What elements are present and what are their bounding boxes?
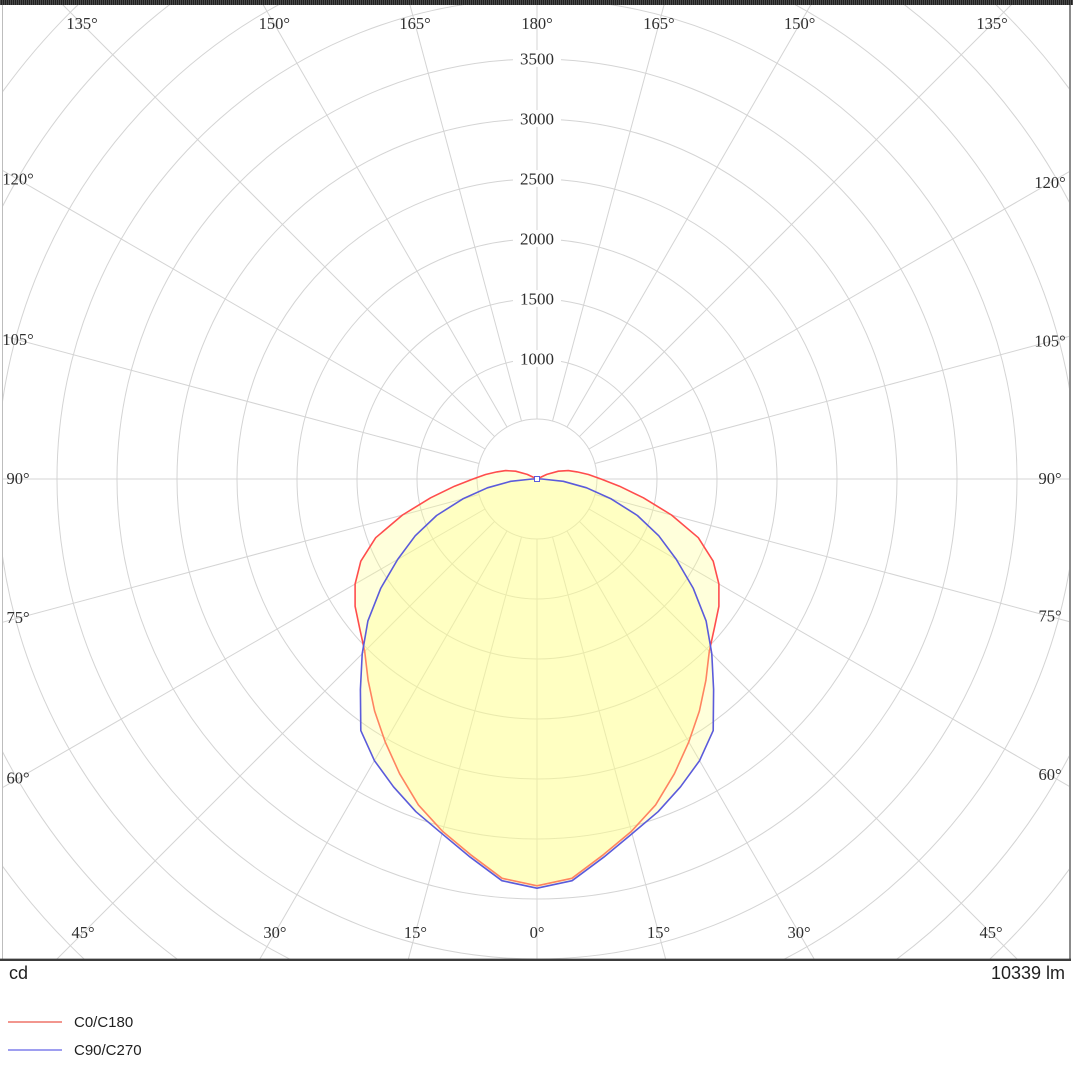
ring-label: 3000: [520, 110, 554, 129]
legend-label-c90-c270: C90/C270: [74, 1041, 142, 1059]
angle-label: 120°: [1034, 173, 1065, 192]
origin-marker: [534, 476, 540, 482]
ring-label: 2500: [520, 170, 554, 189]
angle-label: 0°: [530, 923, 545, 942]
curve-c0-c180: [354, 469, 720, 887]
angle-label: 45°: [979, 923, 1002, 942]
radial-unit-label: cd: [9, 963, 29, 983]
grid-spoke: [566, 530, 815, 959]
angle-label: 180°: [521, 14, 552, 33]
ring-label-bg: [513, 230, 561, 247]
ring-label: 3500: [520, 50, 554, 69]
grid-spoke: [579, 521, 1018, 959]
angle-label: 90°: [6, 469, 29, 488]
ring-label-bg: [513, 170, 561, 187]
angle-label: 60°: [1038, 765, 1061, 784]
angle-label: 30°: [788, 923, 811, 942]
ring-label-bg: [513, 110, 561, 127]
grid-spoke: [3, 494, 480, 623]
ring-label-bg: [513, 350, 561, 367]
grid-spoke: [259, 530, 508, 959]
angle-label: 120°: [2, 169, 33, 188]
grid-spoke: [409, 5, 522, 422]
angle-label: 150°: [784, 14, 815, 33]
splitter-handle[interactable]: [0, 0, 1073, 5]
angle-label: 75°: [6, 608, 29, 627]
c0-c180-line-swatch: [8, 1021, 62, 1023]
grid-spoke: [3, 335, 480, 464]
grid-spoke: [552, 5, 665, 422]
angle-label: 135°: [66, 14, 97, 33]
grid-spoke: [579, 5, 1012, 437]
angle-label: 75°: [1038, 607, 1061, 626]
grid-spoke: [588, 171, 1069, 450]
ring-label-bg: [513, 290, 561, 307]
angle-label: 135°: [976, 14, 1007, 33]
c90-c270-line-swatch: [8, 1049, 62, 1051]
grid-spoke: [62, 5, 495, 437]
angle-label: 150°: [259, 14, 290, 33]
angle-label: 15°: [404, 923, 427, 942]
ring-label: 1500: [520, 290, 554, 309]
angle-label: 45°: [71, 923, 94, 942]
ring-labels: 1000 1500 2000 2500 3000 3500: [513, 50, 561, 369]
grid-spoke: [552, 536, 667, 959]
unit-row: cd 10339 lm: [0, 963, 1075, 985]
ring-label-bg: [513, 50, 561, 67]
grid-spoke: [594, 335, 1069, 464]
angle-label: 15°: [647, 923, 670, 942]
curve-c90-c270: [359, 478, 715, 889]
grid-spoke: [407, 536, 522, 959]
ring-label: 1000: [520, 350, 554, 369]
angle-label: 105°: [1034, 332, 1065, 351]
angle-label: 90°: [1038, 469, 1061, 488]
grid-spoke: [3, 508, 486, 788]
grid-spoke: [588, 508, 1069, 787]
angle-label: 165°: [643, 14, 674, 33]
legend-item-c0-c180: C0/C180: [8, 1008, 142, 1036]
grid-spoke: [262, 5, 508, 428]
legend-label-c0-c180: C0/C180: [74, 1013, 134, 1031]
grid-spoke: [56, 521, 495, 959]
grid-spoke: [566, 5, 812, 428]
legend: C0/C180 C90/C270: [8, 1008, 142, 1064]
grid-spoke: [594, 494, 1069, 623]
angle-label: 60°: [6, 769, 29, 788]
ring-label: 2000: [520, 230, 554, 249]
legend-item-c90-c270: C90/C270: [8, 1036, 142, 1064]
luminous-flux-label: 10339 lm: [990, 963, 1065, 983]
angle-label: 105°: [2, 330, 33, 349]
angle-label: 165°: [399, 14, 430, 33]
grid-spoke: [3, 170, 486, 450]
angle-labels: 0° 15° 15° 30° 30° 45° 45° 60° 60° 75° 75° 90° 90° 10…: [2, 14, 1065, 942]
angle-label: 30°: [263, 923, 286, 942]
